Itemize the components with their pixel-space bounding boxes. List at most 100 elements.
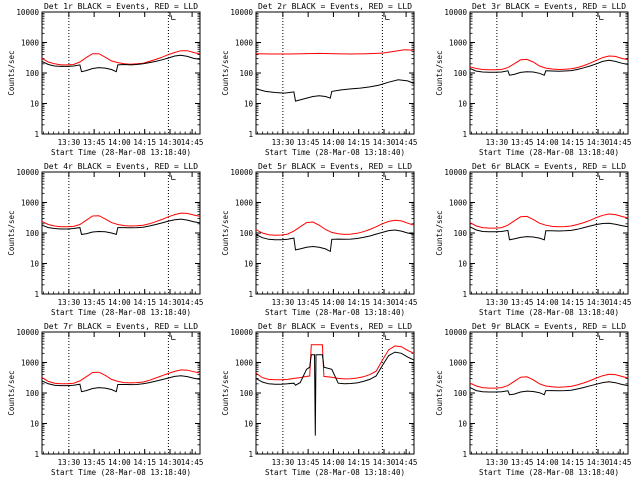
y-axis-label: Counts/sec <box>7 210 16 255</box>
y-tick-label: 100 <box>239 389 253 398</box>
events-series-line <box>255 229 415 253</box>
x-tick-label: 13:30 <box>486 298 509 307</box>
lld-series-line <box>469 55 629 71</box>
y-tick-label: 10 <box>30 100 40 109</box>
x-tick-label: 14:00 <box>108 298 131 307</box>
x-axis-label: Start Time (28-Mar-08 13:18:40) <box>479 468 619 477</box>
y-tick-label: 1000 <box>449 39 468 48</box>
y-tick-label: 10000 <box>230 328 253 337</box>
y-tick-label: 100 <box>25 69 39 78</box>
x-tick-label: 14:15 <box>133 138 156 147</box>
time-marker-glyph: ∟ <box>171 334 176 344</box>
x-tick-label: 13:30 <box>486 458 509 467</box>
lld-series-line <box>41 50 201 66</box>
y-tick-label: 100 <box>453 69 467 78</box>
y-tick-label: 1 <box>34 450 39 459</box>
plot-frame <box>41 11 201 135</box>
y-tick-label: 1 <box>462 130 467 139</box>
chart-title: Det 7r BLACK = Events, RED = LLD <box>44 322 198 331</box>
chart-title: Det 5r BLACK = Events, RED = LLD <box>258 162 412 171</box>
chart-panel-5: Det 5r BLACK = Events, RED = LLD 1 10 100 10… <box>221 162 417 317</box>
x-tick-label: 13:30 <box>486 138 509 147</box>
x-tick-label: 14:00 <box>536 138 559 147</box>
y-tick-label: 1 <box>462 450 467 459</box>
y-tick-label: 1 <box>248 130 253 139</box>
time-marker-glyph: ∟ <box>385 334 390 344</box>
time-marker-glyph: ∟ <box>171 174 176 184</box>
chart-title: Det 6r BLACK = Events, RED = LLD <box>472 162 626 171</box>
plot-frame <box>469 331 629 455</box>
x-tick-label: 14:45 <box>609 298 632 307</box>
lld-series-line <box>255 219 415 236</box>
x-tick-label: 14:15 <box>347 298 370 307</box>
time-marker-glyph: ∟ <box>599 174 604 184</box>
lld-series-line <box>255 49 415 55</box>
x-tick-label: 14:15 <box>347 138 370 147</box>
x-tick-label: 13:45 <box>511 298 534 307</box>
x-tick-label: 13:30 <box>272 298 295 307</box>
y-axis-label: Counts/sec <box>7 50 16 95</box>
x-tick-label: 14:45 <box>395 138 418 147</box>
y-tick-label: 10000 <box>230 8 253 17</box>
plot-frame <box>41 171 201 295</box>
y-tick-label: 10000 <box>444 328 467 337</box>
y-tick-label: 10000 <box>16 168 39 177</box>
chart-panel-8: Det 8r BLACK = Events, RED = LLD 1 10 100 10… <box>221 322 417 477</box>
x-tick-label: 13:30 <box>58 298 81 307</box>
y-tick-label: 1 <box>462 290 467 299</box>
x-tick-label: 14:30 <box>587 458 610 467</box>
time-marker-glyph: ∟ <box>171 14 176 24</box>
chart-panel-9: Det 9r BLACK = Events, RED = LLD 1 10 100 10… <box>435 322 631 477</box>
x-tick-label: 14:15 <box>561 298 584 307</box>
plot-frame <box>469 11 629 135</box>
lld-series-line <box>255 344 415 381</box>
x-tick-label: 14:15 <box>133 458 156 467</box>
x-axis-label: Start Time (28-Mar-08 13:18:40) <box>51 308 191 317</box>
x-tick-label: 14:00 <box>322 458 345 467</box>
x-tick-label: 13:45 <box>297 138 320 147</box>
y-axis-label: Counts/sec <box>221 370 230 415</box>
x-tick-label: 14:30 <box>587 298 610 307</box>
chart-title: Det 1r BLACK = Events, RED = LLD <box>44 2 198 11</box>
x-tick-label: 13:30 <box>272 138 295 147</box>
time-marker-glyph: ∟ <box>385 14 390 24</box>
events-series-line <box>41 54 201 73</box>
events-series-line <box>41 218 201 236</box>
chart-panel-1: Det 1r BLACK = Events, RED = LLD 1 10 100 10… <box>7 2 203 157</box>
y-tick-label: 100 <box>25 389 39 398</box>
y-tick-label: 1000 <box>235 359 254 368</box>
y-tick-label: 1 <box>34 290 39 299</box>
x-tick-label: 14:00 <box>322 298 345 307</box>
y-tick-label: 10000 <box>444 168 467 177</box>
y-tick-label: 100 <box>25 229 39 238</box>
y-tick-label: 1000 <box>21 39 40 48</box>
events-series-line <box>255 351 415 436</box>
time-marker-glyph: ∟ <box>599 334 604 344</box>
x-tick-label: 13:45 <box>297 298 320 307</box>
x-tick-label: 14:45 <box>181 458 204 467</box>
x-tick-label: 14:45 <box>609 458 632 467</box>
x-tick-label: 14:30 <box>373 298 396 307</box>
y-tick-label: 10000 <box>230 168 253 177</box>
x-tick-label: 14:15 <box>561 138 584 147</box>
y-tick-label: 10 <box>244 100 254 109</box>
y-tick-label: 10 <box>244 260 254 269</box>
chart-panel-2: Det 2r BLACK = Events, RED = LLD 1 10 100 10… <box>221 2 417 157</box>
x-tick-label: 14:30 <box>373 458 396 467</box>
chart-panel-6: Det 6r BLACK = Events, RED = LLD 1 10 100 10… <box>435 162 631 317</box>
events-series-line <box>469 222 629 241</box>
time-marker-glyph: ∟ <box>385 174 390 184</box>
lld-series-line <box>41 212 201 228</box>
x-tick-label: 13:45 <box>297 458 320 467</box>
events-series-line <box>41 375 201 393</box>
y-tick-label: 1000 <box>21 359 40 368</box>
y-tick-label: 10 <box>30 420 40 429</box>
x-tick-label: 13:45 <box>83 138 106 147</box>
y-axis-label: Counts/sec <box>221 210 230 255</box>
x-tick-label: 13:30 <box>272 458 295 467</box>
lld-series-line <box>469 213 629 229</box>
y-axis-label: Counts/sec <box>435 210 444 255</box>
y-tick-label: 1000 <box>235 199 254 208</box>
y-tick-label: 10000 <box>16 328 39 337</box>
